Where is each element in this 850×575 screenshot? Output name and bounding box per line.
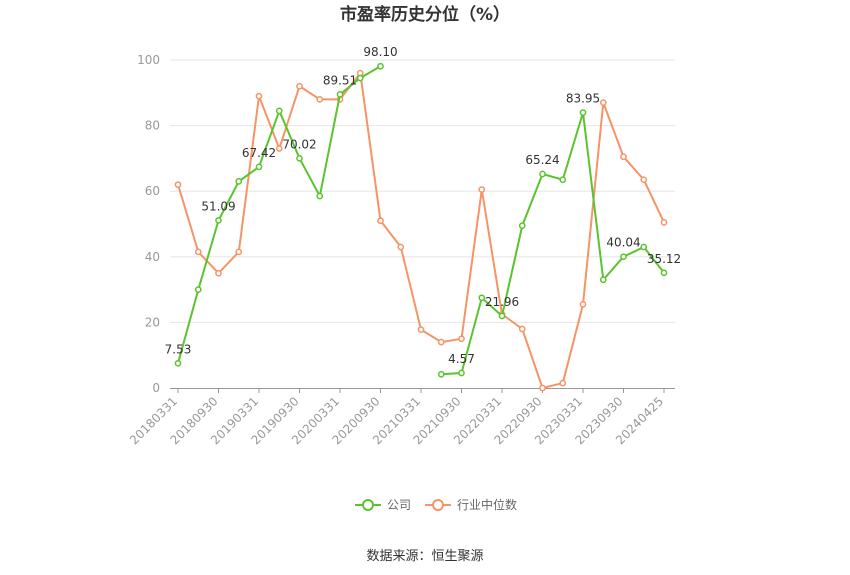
data-label: 35.12 [647, 252, 681, 266]
series-line-0 [441, 112, 665, 376]
data-label: 51.09 [201, 199, 235, 213]
legend-marker [432, 499, 444, 511]
series-point-0 [458, 369, 465, 377]
legend-item-0: 公司 [355, 498, 411, 512]
y-tick-label: 60 [145, 184, 160, 198]
legend-marker [362, 499, 374, 511]
legend-item-1: 行业中位数 [425, 497, 517, 512]
series-point-0 [316, 192, 324, 200]
series-point-0 [559, 176, 567, 184]
series-point-1 [397, 243, 405, 251]
series-point-0 [640, 243, 648, 251]
series-point-0 [377, 62, 384, 70]
data-label: 67.42 [242, 146, 276, 160]
series-point-0 [296, 154, 303, 162]
series-point-1 [377, 217, 384, 225]
series-line-1 [177, 70, 665, 390]
data-label: 40.04 [606, 236, 640, 250]
series-point-0 [174, 359, 182, 367]
legend-label: 行业中位数 [457, 497, 517, 512]
legend-label: 公司 [387, 498, 411, 512]
series-point-0 [599, 276, 607, 284]
series-point-1 [599, 99, 607, 106]
series-point-0 [255, 163, 263, 171]
series-point-0 [356, 74, 364, 82]
series-point-0 [215, 217, 222, 224]
series-point-1 [174, 181, 182, 188]
series-point-1 [275, 145, 283, 152]
y-tick-label: 80 [145, 119, 160, 133]
series-point-1 [660, 219, 668, 226]
series-point-1 [640, 176, 648, 184]
series-point-1 [194, 248, 202, 256]
grid-layer [170, 59, 675, 323]
data-label: 70.02 [282, 137, 316, 151]
chart-title: 市盈率历史分位（%） [340, 4, 510, 25]
series-point-0 [579, 109, 587, 116]
y-tick-label: 0 [152, 381, 160, 395]
series-point-1 [215, 269, 222, 277]
series-point-0 [437, 370, 445, 378]
series-point-1 [579, 301, 587, 308]
source-note: 数据来源：恒生聚源 [366, 549, 483, 564]
series-layer [174, 62, 668, 392]
series-point-1 [478, 186, 486, 193]
data-label: 4.57 [448, 352, 475, 366]
series-point-1 [235, 248, 243, 256]
series-point-0 [336, 91, 344, 98]
data-label: 98.10 [363, 45, 397, 59]
series-point-1 [539, 384, 546, 392]
series-point-1 [255, 92, 263, 100]
data-label: 83.95 [566, 92, 600, 106]
y-tick-label: 100 [137, 53, 160, 67]
series-point-1 [518, 325, 526, 333]
series-point-0 [498, 312, 506, 320]
series-point-0 [518, 222, 526, 229]
series-point-1 [458, 335, 465, 343]
data-label: 21.96 [485, 295, 519, 309]
series-point-0 [478, 294, 486, 302]
series-point-1 [316, 96, 324, 103]
series-point-1 [559, 379, 567, 387]
series-point-1 [437, 338, 445, 346]
series-point-0 [660, 269, 668, 277]
series-point-1 [417, 326, 425, 333]
data-label: 7.53 [165, 342, 192, 356]
series-point-0 [194, 286, 202, 293]
data-label-layer: 7.53 51.09 67.42 70.02 89.51 98.10 4.57 21.96 65… [165, 45, 682, 366]
series-point-0 [235, 178, 243, 185]
series-point-1 [620, 153, 627, 161]
legend: 公司 行业中位数 [355, 497, 517, 512]
series-point-0 [620, 253, 627, 261]
series-point-1 [296, 82, 303, 90]
series-point-0 [275, 107, 283, 115]
data-label: 65.24 [525, 153, 559, 167]
y-tick-label: 40 [145, 250, 160, 264]
series-point-0 [539, 170, 546, 178]
y-tick-label: 20 [145, 315, 160, 329]
data-label: 89.51 [323, 73, 357, 87]
